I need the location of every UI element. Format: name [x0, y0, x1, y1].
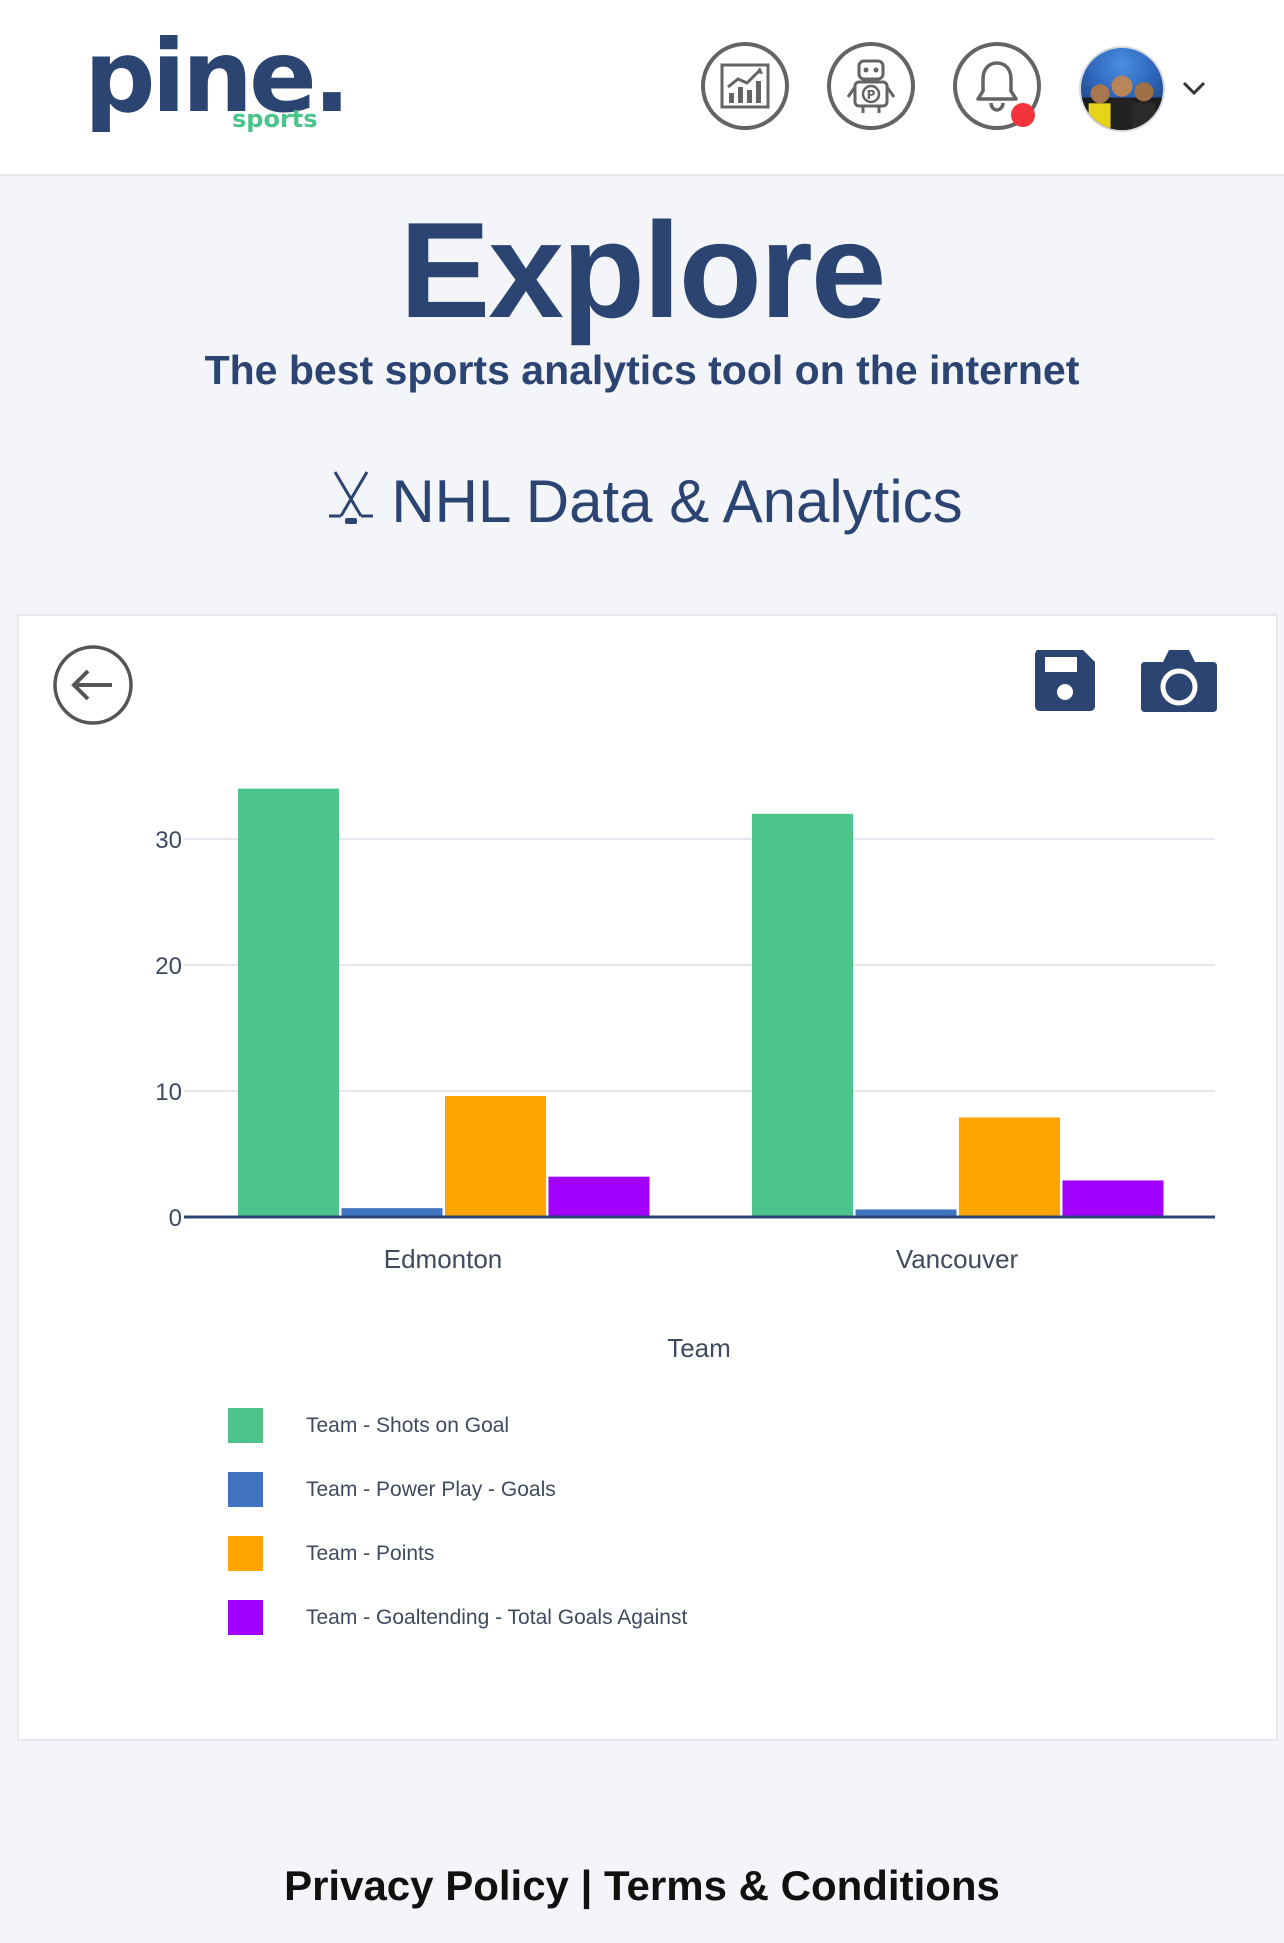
legend-item[interactable]: Team - Points — [228, 1536, 928, 1572]
robot-icon: P — [846, 59, 896, 113]
camera-icon[interactable] — [1139, 646, 1219, 714]
y-tick-label: 30 — [155, 827, 182, 854]
x-tick-label: Vancouver — [896, 1244, 1019, 1274]
chart-labels: 0 10 20 30 Edmonton Vancouver — [155, 827, 1018, 1274]
pine-sports-logo[interactable]: pine. sports — [84, 22, 351, 142]
y-tick-label: 10 — [155, 1079, 182, 1106]
legend-swatch — [228, 1408, 263, 1443]
back-arrow-icon[interactable] — [52, 644, 134, 726]
legend-label: Team - Points — [306, 1542, 435, 1565]
logo-wordmark: pine. — [84, 18, 351, 135]
svg-text:P: P — [867, 88, 876, 102]
legend-label: Team - Power Play - Goals — [306, 1478, 556, 1501]
x-axis-title: Team — [667, 1333, 731, 1363]
legend-label: Team - Shots on Goal — [306, 1414, 510, 1437]
legend-item[interactable]: Team - Power Play - Goals — [228, 1472, 928, 1508]
section-title: NHL Data & Analytics — [0, 464, 1284, 540]
robot-assistant-button[interactable]: P — [827, 42, 915, 130]
terms-conditions-link[interactable]: Terms & Conditions — [604, 1862, 1000, 1909]
bar-vancouver-series-3[interactable] — [1062, 1180, 1164, 1217]
page-title: Explore — [399, 194, 887, 346]
footer-separator: | — [568, 1862, 605, 1909]
legend-item[interactable]: Team - Shots on Goal — [228, 1408, 928, 1444]
save-icon[interactable] — [1031, 646, 1099, 714]
logo-subtext: sports — [232, 105, 318, 133]
bar-vancouver-series-0[interactable] — [752, 813, 853, 1217]
bar-vancouver-series-1[interactable] — [855, 1209, 957, 1217]
x-tick-label: Edmonton — [384, 1244, 503, 1274]
analytics-button[interactable] — [701, 42, 789, 130]
y-tick-label: 20 — [155, 953, 182, 980]
legend-swatch — [228, 1472, 263, 1507]
legend-item[interactable]: Team - Goaltending - Total Goals Against — [228, 1600, 928, 1636]
chart-gridlines — [184, 838, 1215, 1092]
bar-edmonton-series-1[interactable] — [341, 1208, 443, 1217]
legend-swatch — [228, 1600, 263, 1635]
chart-bars — [238, 788, 1164, 1217]
page-subtitle: The best sports analytics tool on the in… — [204, 347, 1080, 393]
notification-badge — [1011, 103, 1035, 127]
bar-edmonton-series-3[interactable] — [548, 1176, 650, 1217]
hockey-sticks-icon — [329, 471, 374, 524]
user-avatar[interactable] — [1079, 46, 1165, 132]
privacy-policy-link[interactable]: Privacy Policy — [284, 1862, 569, 1909]
avatar-photo — [1081, 75, 1163, 130]
section-title-text: NHL Data & Analytics — [391, 468, 963, 535]
chart-icon — [720, 63, 770, 109]
y-tick-label: 0 — [169, 1205, 182, 1232]
footer-links: Privacy Policy | Terms & Conditions — [0, 1858, 1284, 1914]
bell-icon — [976, 61, 1018, 112]
legend-swatch — [228, 1536, 263, 1571]
legend-label: Team - Goaltending - Total Goals Against — [306, 1606, 688, 1629]
bar-edmonton-series-0[interactable] — [238, 788, 339, 1217]
bar-vancouver-series-2[interactable] — [959, 1117, 1060, 1217]
top-header: pine. sports — [0, 0, 1284, 176]
bar-edmonton-series-2[interactable] — [445, 1096, 546, 1217]
chevron-down-icon[interactable] — [1180, 78, 1208, 98]
